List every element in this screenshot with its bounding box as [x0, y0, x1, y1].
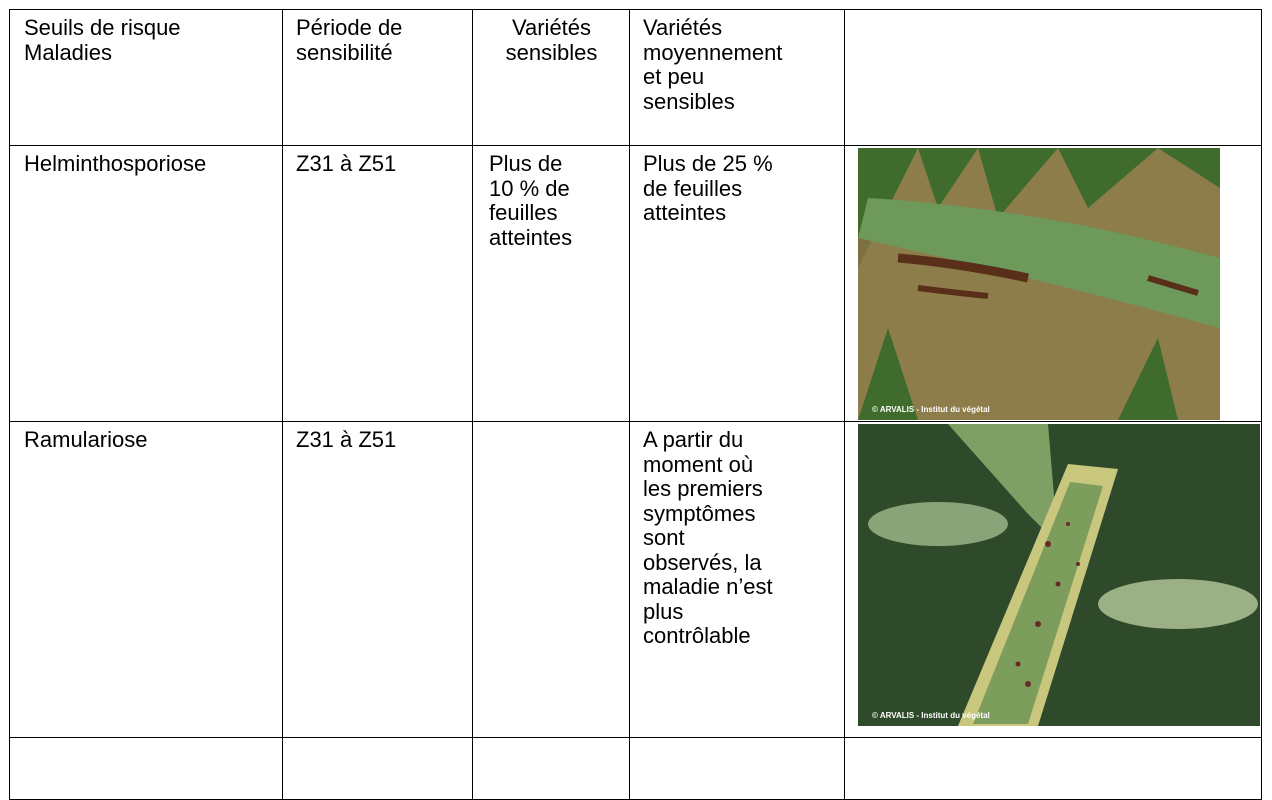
table-cell	[472, 737, 630, 800]
cell-text: Période de	[296, 15, 403, 40]
table-cell	[844, 9, 1262, 146]
cell-text: symptômes	[643, 500, 756, 526]
table-cell	[282, 737, 473, 800]
photo: © ARVALIS - Institut du végétal	[858, 148, 1220, 420]
cell-text: plus	[643, 598, 684, 624]
cell-text: Helminthosporiose	[24, 151, 207, 176]
cell-text: moyennement	[643, 39, 783, 65]
cell-text: Z31 à Z51	[296, 151, 397, 176]
cell-text: Z31 à Z51	[296, 427, 397, 452]
leaf-photo	[858, 148, 1220, 420]
cell-text: Maladies	[24, 39, 113, 65]
cell-text: Plus de 25 %	[643, 151, 773, 176]
cell-text: 10 % de	[489, 175, 570, 201]
photo-credit: © ARVALIS - Institut du végétal	[872, 711, 990, 720]
cell-text: les premiers	[643, 476, 763, 501]
cell-text: contrôlable	[643, 623, 751, 648]
cell-text: Variétés	[643, 15, 723, 40]
cell-text: sont	[643, 525, 685, 550]
table-cell	[282, 421, 473, 738]
document: Seuils de risque Maladies Période de sensib…	[9, 9, 1262, 800]
cell-text: sensibles	[643, 88, 735, 114]
table-cell	[472, 421, 630, 738]
cell-text: et peu	[643, 64, 705, 89]
leaf-photo	[858, 424, 1260, 726]
cell-text: maladie n’est	[643, 574, 773, 599]
page: {"table": { "header": [["Seuils de risqu…	[9, 9, 1262, 800]
cell-text: A partir du	[643, 427, 744, 452]
cell-text: feuilles	[489, 200, 558, 225]
photo-credit: © ARVALIS - Institut du végétal	[872, 405, 990, 414]
table-cell	[9, 737, 283, 800]
cell-text: observés, la	[643, 549, 762, 575]
cell-text: sensibilité	[296, 39, 393, 65]
cell-text: Variétés	[511, 15, 592, 40]
cell-text: sensibles	[505, 39, 598, 65]
table-cell	[9, 421, 283, 738]
cell-text: moment où	[643, 451, 754, 477]
cell-text: atteintes	[643, 200, 727, 225]
cell-text: Ramulariose	[24, 427, 148, 452]
table-cell	[9, 145, 283, 422]
cell-text: Seuils de risque	[24, 15, 181, 40]
cell-text: atteintes	[489, 224, 573, 250]
table-cell	[282, 145, 473, 422]
table-cell	[629, 737, 845, 800]
photo: © ARVALIS - Institut du végétal	[858, 424, 1260, 726]
cell-text: de feuilles	[643, 175, 743, 201]
cell-text: Plus de	[489, 151, 563, 176]
table-cell	[844, 737, 1262, 800]
